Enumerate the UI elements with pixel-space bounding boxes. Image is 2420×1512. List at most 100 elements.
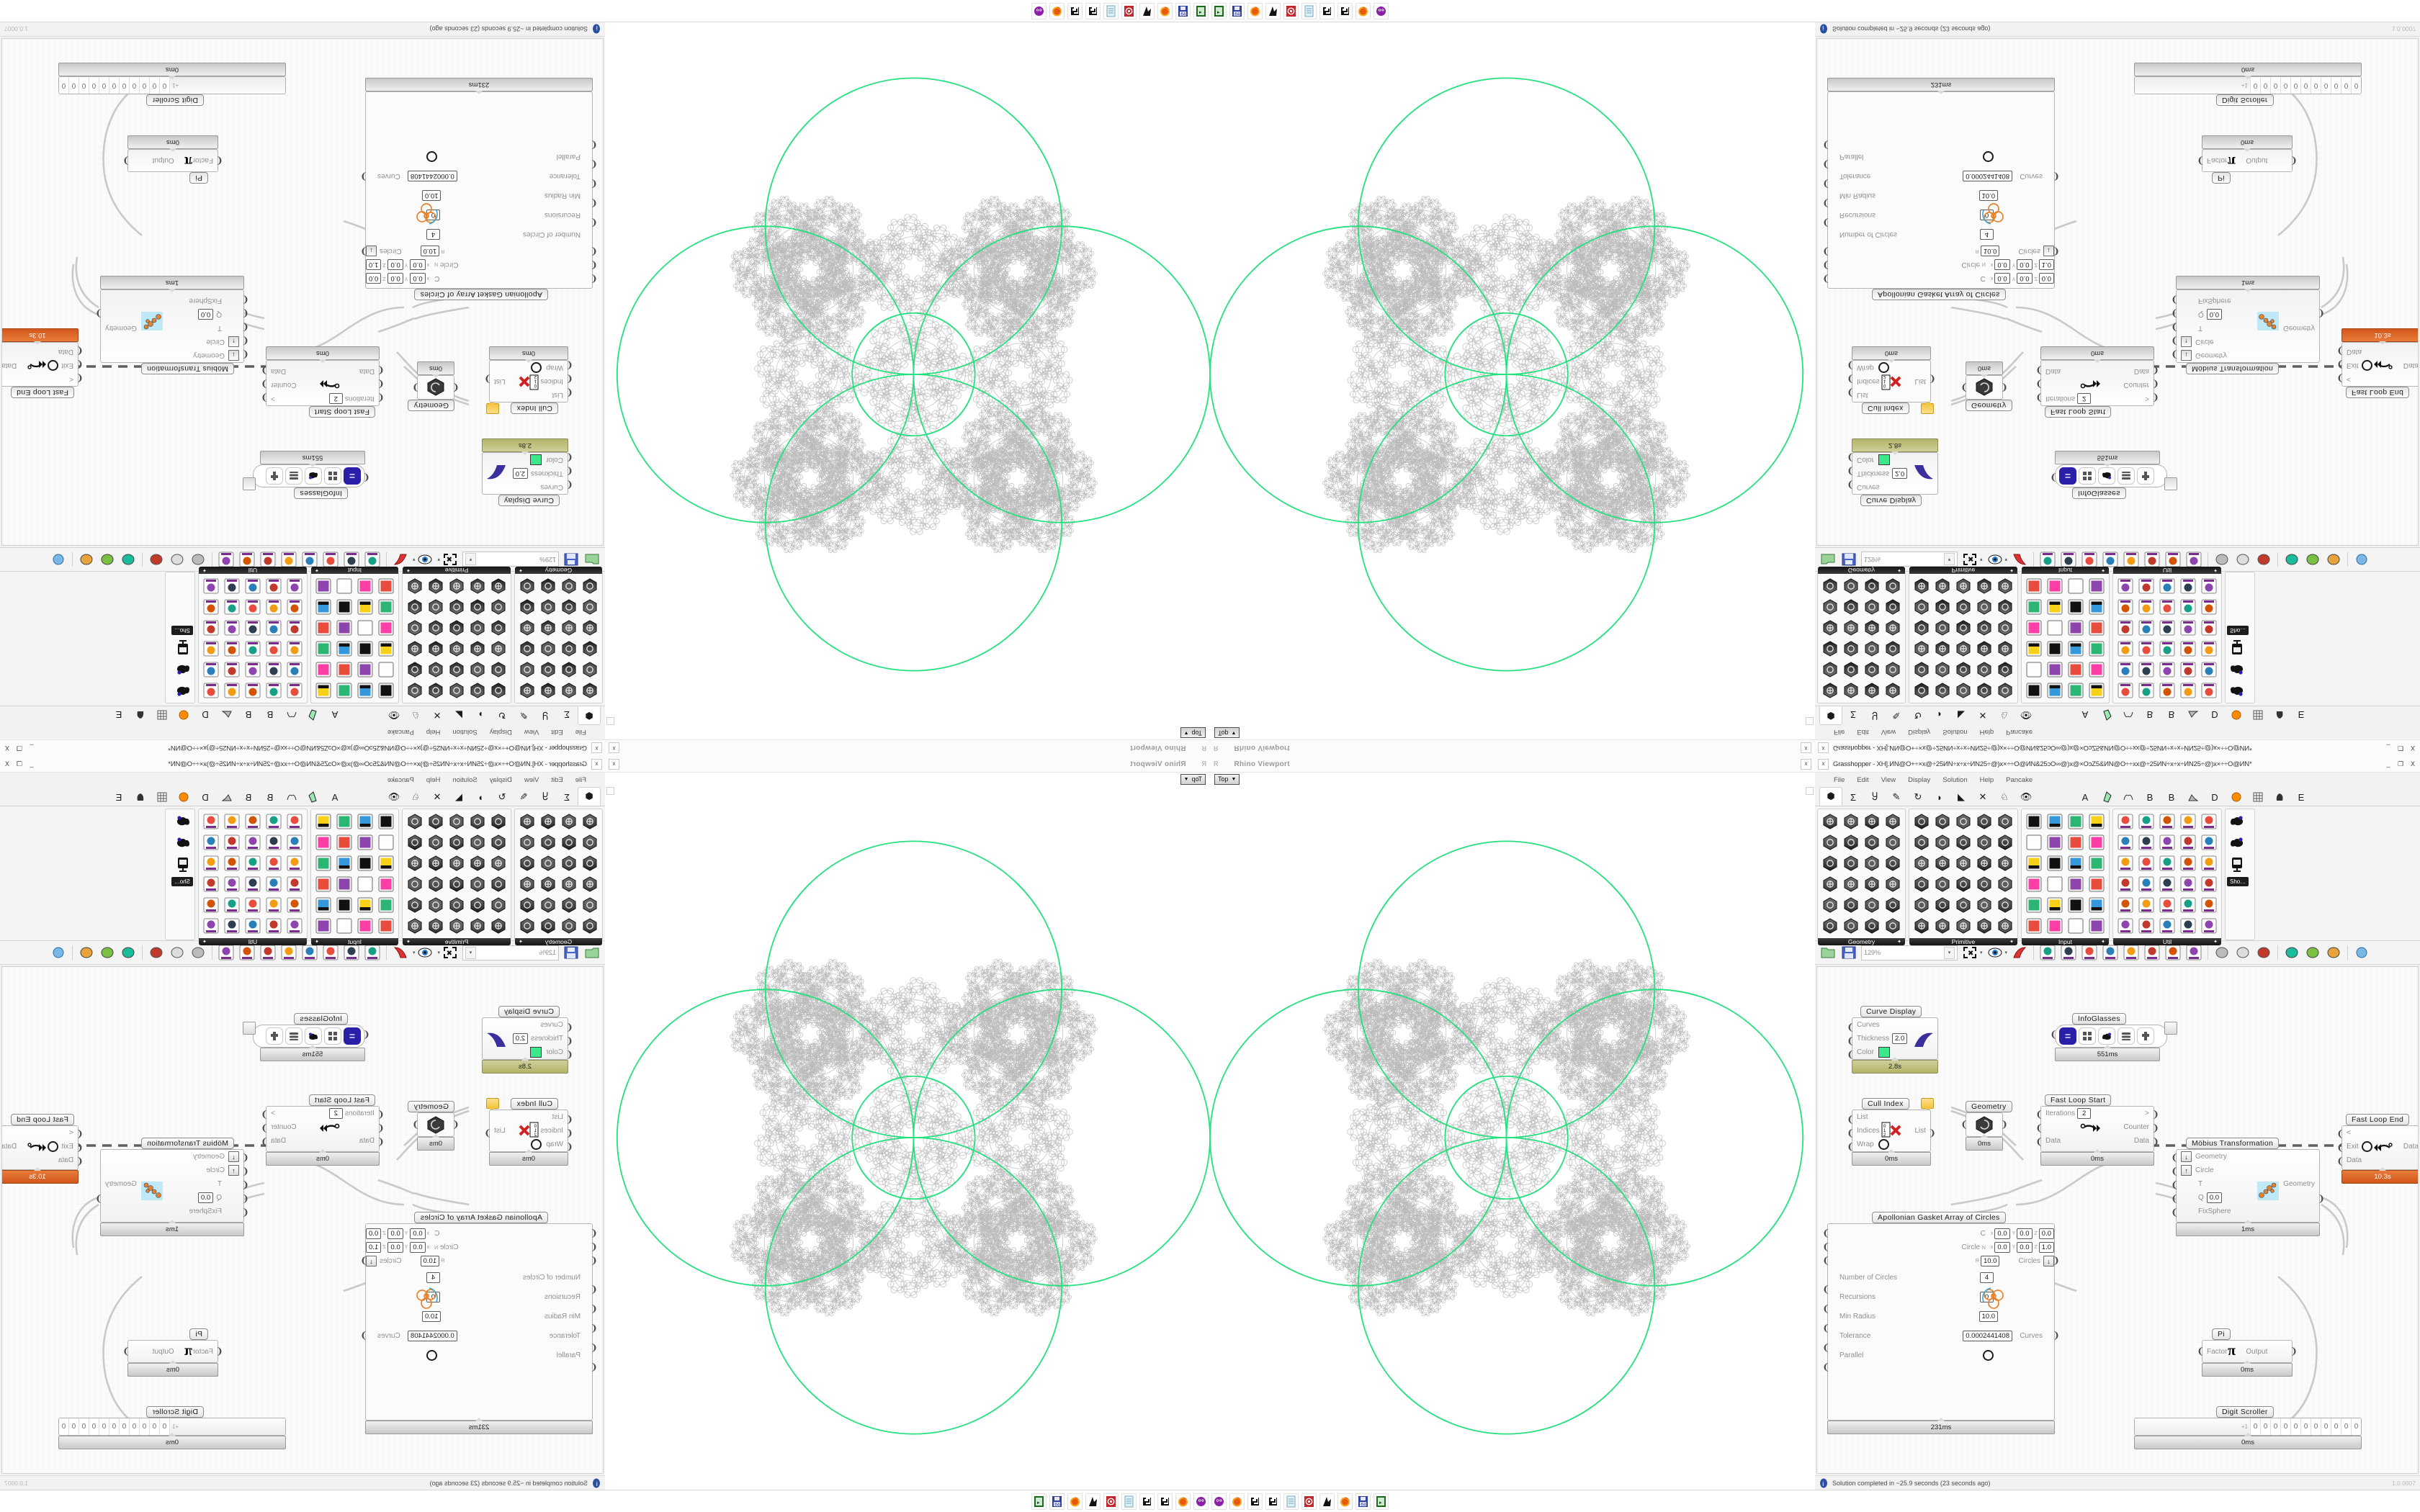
component-icon[interactable] [580, 576, 600, 596]
param-value[interactable]: 0.0 [2038, 1228, 2054, 1239]
input-port[interactable]: ❨ [241, 1152, 249, 1163]
balloon-icon[interactable] [238, 944, 256, 961]
component-icon[interactable] [2024, 597, 2044, 617]
arrow-up-icon[interactable]: ↑ [228, 336, 239, 347]
input-port[interactable]: ❨ [2171, 1207, 2179, 1217]
ribbon-tab-5[interactable]: ◗ [470, 788, 491, 806]
component-icon[interactable] [243, 660, 263, 680]
scroller-digit[interactable]: 0 [69, 77, 79, 94]
component-icon[interactable] [1841, 853, 1861, 873]
ribbon-tab-right-4[interactable]: B [2161, 788, 2182, 806]
param-value[interactable]: 4 [1980, 229, 1994, 240]
krita-icon[interactable] [1301, 1493, 1317, 1510]
input-port[interactable]: ❨ [241, 336, 249, 346]
viewport-view-select[interactable]: Top ▼ [1214, 773, 1240, 785]
component-icon[interactable] [355, 874, 375, 894]
ribbon-tab-right-8[interactable] [151, 788, 173, 806]
component-icon[interactable] [467, 660, 488, 680]
ribbon-tab-2[interactable]: Ⴘ [534, 788, 556, 806]
firefox-icon[interactable] [1355, 2, 1371, 19]
zoom-level-select[interactable]: 129% ▾ [462, 552, 559, 567]
component-icon[interactable] [1974, 874, 1994, 894]
viewport-canvas[interactable] [605, 22, 1210, 726]
node-curve-display[interactable]: Curve Display Curves ❨ Thickness 2.0 ❨ Color ❨ 2… [482, 1004, 573, 1074]
rhino-viewport-top-left[interactable]: R Rhino Viewport x Top ▼ [605, 22, 1210, 756]
scroller-digit[interactable]: 0 [120, 1418, 130, 1435]
component-icon[interactable] [2045, 811, 2065, 832]
ribbon-group-expand-icon[interactable]: ✦ [519, 567, 523, 573]
ribbon-tab-0[interactable]: ⬢ [1819, 706, 1842, 725]
component-icon[interactable] [264, 853, 284, 873]
component-icon[interactable] [1953, 597, 1973, 617]
component-icon[interactable] [2066, 680, 2086, 701]
input-port[interactable]: ❨ [590, 140, 598, 150]
terminal-icon[interactable]: ▸ [1031, 1493, 1047, 1510]
component-icon[interactable] [447, 576, 467, 596]
component-icon[interactable] [538, 874, 558, 894]
graph-canvas[interactable]: Curve Display Curves ❨ Thickness 2.0 ❨ Color ❨ 2… [1816, 38, 2419, 546]
maze-icon[interactable] [1067, 2, 1083, 19]
component-icon[interactable] [2178, 853, 2198, 873]
component-icon[interactable] [580, 597, 600, 617]
node-curve-display[interactable]: Curve Display Curves ❨ Thickness 2.0 ❨ Color ❨ 2… [1847, 1004, 1938, 1074]
node-infoglasses[interactable]: InfoGlasses ❨ 551ms [243, 451, 370, 500]
input-port[interactable]: ❨ [2171, 1194, 2179, 1203]
component-icon[interactable] [467, 895, 488, 915]
ribbon-tab-right-9[interactable] [2269, 788, 2290, 806]
component-icon[interactable] [1912, 916, 1932, 936]
rhino-viewport-top-right[interactable]: R Rhino Viewport x Top ▼ [1210, 22, 1815, 756]
input-port[interactable]: ❨ [1847, 1022, 1855, 1032]
viewport-close-icon[interactable]: x [609, 742, 619, 754]
grasshopper-window-top-right[interactable]: x Grasshopper - XH].ИN@O+÷×x@÷25ИN÷x÷x÷ИN… [1815, 22, 2420, 756]
node-caption-cull-index[interactable]: Cull Index [1862, 402, 1909, 414]
component-icon[interactable] [222, 832, 242, 852]
param-value[interactable]: 0.0002441408 [408, 171, 457, 181]
component-icon[interactable] [284, 895, 305, 915]
component-icon[interactable] [447, 660, 467, 680]
node-caption-infoglasses[interactable]: InfoGlasses [2072, 487, 2126, 499]
component-icon[interactable] [2024, 660, 2044, 680]
notes-icon[interactable] [1301, 2, 1317, 19]
ribbon-tab-right-6[interactable]: D [2204, 706, 2226, 724]
component-icon[interactable] [2157, 916, 2177, 936]
node-caption-fast-loop-end[interactable]: Fast Loop End [10, 1114, 74, 1125]
input-port[interactable]: ❨ [377, 365, 385, 376]
input-port[interactable]: ❨ [590, 1284, 598, 1295]
node-caption-geometry[interactable]: Geometry [408, 400, 454, 411]
output-port[interactable]: ❩ [122, 156, 130, 166]
scroller-digit[interactable]: 0 [99, 1418, 109, 1435]
param-value[interactable]: 0.0 [387, 259, 403, 270]
component-icon[interactable] [1862, 811, 1882, 832]
component-icon[interactable] [1841, 576, 1861, 596]
chevron-down-icon[interactable]: ▼ [1184, 729, 1189, 738]
checkbox-toggle[interactable] [2164, 477, 2177, 490]
component-icon[interactable] [426, 660, 446, 680]
rhino-viewport-bottom-left[interactable]: R Rhino Viewport x Top ▼ [605, 756, 1210, 1490]
input-port[interactable]: ❨ [241, 1207, 249, 1218]
input-port[interactable]: ❨ [590, 274, 598, 284]
input-port[interactable]: ❨ [1822, 246, 1830, 257]
input-port[interactable]: ❨ [215, 1346, 223, 1356]
component-icon[interactable] [222, 660, 242, 680]
scroller-digit[interactable]: 0 [2321, 77, 2331, 94]
ribbon-tab-4[interactable]: ↻ [1907, 788, 1929, 806]
ribbon-tab-8[interactable]: ♘ [1994, 788, 2015, 806]
input-port[interactable]: ❨ [452, 1119, 460, 1130]
input-port[interactable]: ❨ [2197, 1346, 2205, 1356]
viewport-titlebar[interactable]: R Rhino Viewport x [605, 739, 1210, 756]
doc-icon[interactable] [2102, 944, 2119, 961]
param-value[interactable]: 0.0 [198, 309, 214, 320]
input-port[interactable]: ❨ [2336, 1129, 2344, 1138]
component-icon[interactable] [1883, 639, 1903, 659]
component-icon[interactable] [1862, 680, 1882, 701]
output-port[interactable]: ❩ [360, 1255, 368, 1266]
component-icon[interactable] [580, 853, 600, 873]
render-icon[interactable] [148, 551, 165, 568]
component-icon[interactable] [467, 597, 488, 617]
chevron-down-icon[interactable]: ▾ [437, 557, 440, 562]
node-caption-fast-loop-end[interactable]: Fast Loop End [2346, 387, 2410, 398]
param-value[interactable]: 0.0 [198, 1192, 214, 1203]
component-icon[interactable] [1974, 832, 1994, 852]
component-icon[interactable] [1862, 618, 1882, 638]
component-icon[interactable] [1883, 832, 1903, 852]
